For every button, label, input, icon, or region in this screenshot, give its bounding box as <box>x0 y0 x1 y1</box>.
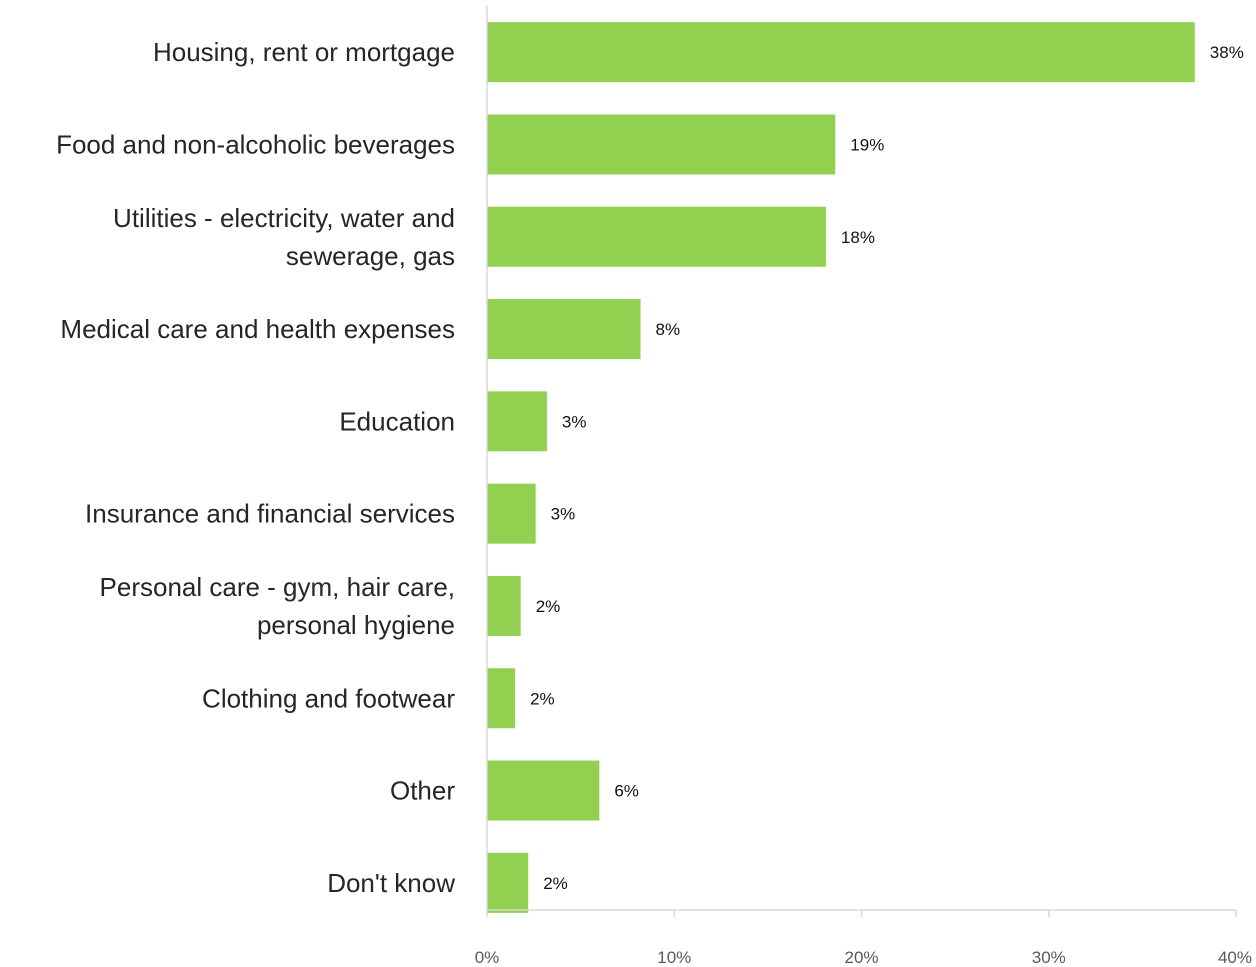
category-label-6: Personal care - gym, hair care, personal … <box>100 572 455 640</box>
data-label-5: 3% <box>551 505 576 524</box>
category-label-line: sewerage, gas <box>286 241 455 271</box>
data-label-4: 3% <box>562 412 587 431</box>
category-label-line: Utilities - electricity, water and <box>113 203 455 233</box>
bars-layer <box>487 22 1195 913</box>
category-label-9: Don't know <box>327 868 455 898</box>
data-label-1: 19% <box>850 135 884 154</box>
data-label-2: 18% <box>841 228 875 247</box>
bar-2 <box>487 206 826 267</box>
labels-layer: 38% Housing, rent or mortgage 19% Food and … <box>56 37 1244 898</box>
x-tick-label-0: 0% <box>475 948 500 967</box>
category-label-line: Clothing and footwear <box>202 683 455 713</box>
category-label-line: personal hygiene <box>257 610 455 640</box>
category-label-5: Insurance and financial services <box>85 499 455 529</box>
category-label-8: Other <box>390 776 455 806</box>
data-label-3: 8% <box>656 320 681 339</box>
bar-8 <box>487 760 600 821</box>
x-tick-label-1: 10% <box>657 948 691 967</box>
category-label-1: Food and non-alcoholic beverages <box>56 129 455 159</box>
bar-5 <box>487 483 536 544</box>
x-tick-label-3: 30% <box>1032 948 1066 967</box>
category-label-line: Medical care and health expenses <box>60 314 455 344</box>
data-label-0: 38% <box>1210 43 1244 62</box>
data-label-7: 2% <box>530 689 555 708</box>
x-tick-label-4: 40% <box>1218 948 1252 967</box>
bar-7 <box>487 668 516 729</box>
category-label-3: Medical care and health expenses <box>60 314 455 344</box>
bar-3 <box>487 299 641 360</box>
category-label-4: Education <box>339 406 455 436</box>
data-label-8: 6% <box>614 782 639 801</box>
axis-layer: 0% 10% 20% 30% 40% <box>475 6 1252 967</box>
bar-0 <box>487 22 1195 83</box>
data-label-6: 2% <box>536 597 561 616</box>
bar-1 <box>487 114 836 175</box>
category-label-line: Housing, rent or mortgage <box>153 37 455 67</box>
category-label-7: Clothing and footwear <box>202 683 455 713</box>
category-label-0: Housing, rent or mortgage <box>153 37 455 67</box>
category-label-line: Personal care - gym, hair care, <box>100 572 455 602</box>
category-label-line: Don't know <box>327 868 455 898</box>
category-label-line: Insurance and financial services <box>85 499 455 529</box>
category-label-2: Utilities - electricity, water and sewera… <box>113 203 455 271</box>
data-label-9: 2% <box>543 874 568 893</box>
bar-9 <box>487 852 529 913</box>
category-label-line: Food and non-alcoholic beverages <box>56 129 455 159</box>
bar-6 <box>487 575 521 636</box>
x-tick-label-2: 20% <box>844 948 878 967</box>
category-label-line: Education <box>339 406 455 436</box>
bar-4 <box>487 391 547 452</box>
category-label-line: Other <box>390 776 455 806</box>
